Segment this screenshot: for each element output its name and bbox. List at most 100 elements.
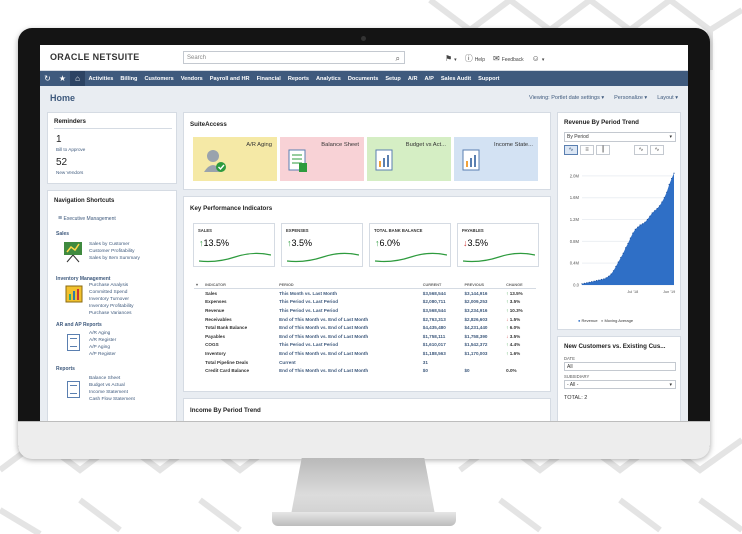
revenue-point[interactable] bbox=[668, 184, 670, 186]
revenue-point[interactable] bbox=[654, 210, 656, 212]
revenue-point[interactable] bbox=[581, 283, 583, 285]
kpi-cell-period[interactable]: End of This Month vs. End of Last Month bbox=[279, 316, 369, 322]
revenue-point[interactable] bbox=[671, 178, 673, 180]
kpi-card[interactable]: SALES ↑13.5% bbox=[193, 223, 275, 267]
nav-item-support[interactable]: Support bbox=[478, 75, 500, 82]
date-select[interactable]: All bbox=[564, 362, 676, 371]
bar-chart-button[interactable]: ┃ bbox=[596, 145, 610, 155]
kpi-card[interactable]: TOTAL BANK BALANCE ↑6.0% bbox=[369, 223, 451, 267]
inventory-link[interactable]: Inventory Turnover bbox=[89, 297, 129, 302]
kpi-cell-current[interactable]: $1,188,563 bbox=[422, 350, 446, 356]
kpi-cell-previous[interactable] bbox=[462, 358, 504, 367]
kpi-cell-previous[interactable]: $3,144,916 bbox=[464, 290, 488, 296]
revenue-point[interactable] bbox=[646, 218, 648, 221]
period-select[interactable]: By Period ▾ bbox=[564, 132, 676, 142]
trend-toggle-button[interactable]: ∿ bbox=[634, 145, 648, 155]
kpi-cell-current[interactable]: $0 bbox=[422, 368, 428, 374]
nav-item-billing[interactable]: Billing bbox=[120, 75, 138, 82]
revenue-point[interactable] bbox=[639, 224, 641, 226]
executive-management-link[interactable]: ≡ Executive Management bbox=[58, 215, 116, 222]
revenue-point[interactable] bbox=[612, 270, 615, 272]
kpi-cell-period[interactable]: End of This Month vs. End of Last Month bbox=[279, 368, 369, 374]
revenue-point[interactable] bbox=[658, 205, 661, 207]
revenue-point[interactable] bbox=[600, 278, 602, 281]
nav-item-customers[interactable]: Customers bbox=[144, 75, 174, 82]
revenue-point[interactable] bbox=[666, 191, 668, 193]
sales-link[interactable]: Sales by Customer bbox=[89, 242, 130, 247]
line-chart-button[interactable]: ≡ bbox=[580, 145, 594, 155]
revenue-point[interactable] bbox=[617, 261, 619, 263]
kpi-table-row[interactable]: COGS This Period vs. Last Period $1,610,01… bbox=[194, 341, 536, 350]
kpi-cell-previous[interactable]: $4,231,440 bbox=[464, 325, 488, 331]
personalize-dropdown[interactable]: Personalize ▾ bbox=[614, 95, 648, 101]
kpi-table-row[interactable]: Inventory End of This Month vs. End of La… bbox=[194, 349, 536, 358]
ar-ap-link[interactable]: A/P Aging bbox=[89, 345, 110, 350]
reminder-label[interactable]: Bill to Approve bbox=[56, 147, 86, 152]
nav-item-financial[interactable]: Financial bbox=[256, 75, 281, 82]
help-link[interactable]: ⓘ Help bbox=[464, 54, 485, 63]
layout-dropdown[interactable]: Layout ▾ bbox=[657, 95, 678, 101]
revenue-point[interactable] bbox=[610, 273, 612, 275]
sales-link[interactable]: Sales by Item Summary bbox=[89, 256, 140, 261]
revenue-point[interactable] bbox=[583, 282, 585, 284]
revenue-point[interactable] bbox=[629, 237, 631, 239]
tile-income-statement[interactable]: Income State... bbox=[454, 137, 538, 181]
revenue-point[interactable] bbox=[651, 212, 653, 214]
kpi-cell-current[interactable]: $4,435,480 bbox=[422, 325, 446, 331]
nav-item-vendors[interactable]: Vendors bbox=[180, 75, 203, 82]
global-search-input[interactable]: Search ⌕ bbox=[183, 51, 405, 64]
nav-item-analytics[interactable]: Analytics bbox=[315, 75, 341, 82]
trend-options-button[interactable]: ∿ bbox=[650, 145, 664, 155]
nav-item-setup[interactable]: Setup bbox=[385, 75, 401, 82]
kpi-cell-period[interactable]: This Period vs. Last Period bbox=[279, 299, 339, 305]
revenue-point[interactable] bbox=[673, 172, 675, 174]
reminder-label[interactable]: New Vendors bbox=[56, 170, 84, 175]
revenue-point[interactable] bbox=[622, 252, 624, 254]
revenue-point[interactable] bbox=[595, 280, 598, 282]
reports-link[interactable]: Income Statement bbox=[89, 390, 128, 395]
kpi-cell-period[interactable]: This Period vs. Last Period bbox=[279, 342, 339, 348]
tile-budget-vs-actual[interactable]: Budget vs Act... bbox=[367, 137, 451, 181]
kpi-table-row[interactable]: Revenue This Period vs. Last Period $3,568… bbox=[194, 306, 536, 315]
favorites-star-icon[interactable]: ★ bbox=[58, 74, 67, 83]
kpi-cell-period[interactable]: Current bbox=[279, 359, 296, 365]
kpi-table-row[interactable]: Credit Card Balance End of This Month vs.… bbox=[194, 366, 536, 375]
recent-icon[interactable]: ↻ bbox=[44, 74, 51, 83]
revenue-point[interactable] bbox=[656, 208, 658, 210]
tile-balance-sheet[interactable]: Balance Sheet bbox=[280, 137, 364, 181]
kpi-cell-previous[interactable]: $1,542,372 bbox=[464, 342, 488, 348]
revenue-point[interactable] bbox=[663, 197, 665, 199]
revenue-point[interactable] bbox=[588, 281, 590, 283]
subsidiary-select[interactable]: - All - ▾ bbox=[564, 380, 676, 389]
ar-ap-link[interactable]: A/R Aging bbox=[89, 331, 111, 336]
kpi-table-row[interactable]: Expenses This Period vs. Last Period $2,08… bbox=[194, 298, 536, 307]
kpi-cell-period[interactable]: This Period vs. Last Period bbox=[279, 307, 339, 313]
netsuite-logo[interactable]: ORACLE NETSUITE bbox=[50, 52, 140, 62]
search-icon[interactable]: ⌕ bbox=[395, 54, 400, 63]
kpi-column-header[interactable]: INDICATOR bbox=[203, 281, 278, 289]
reports-link[interactable]: Cash Flow Statement bbox=[89, 397, 135, 402]
kpi-cell-current[interactable]: $3,568,544 bbox=[422, 307, 446, 313]
revenue-point[interactable] bbox=[615, 265, 617, 268]
viewing-dropdown[interactable]: Viewing: Portlet date settings ▾ bbox=[529, 95, 605, 101]
kpi-column-header[interactable]: CHANGE bbox=[504, 281, 536, 289]
kpi-cell-current[interactable]: $2,763,313 bbox=[422, 316, 446, 322]
kpi-table-row[interactable]: Receivables End of This Month vs. End of … bbox=[194, 315, 536, 324]
kpi-cell-previous[interactable]: $2,009,253 bbox=[464, 299, 488, 305]
revenue-point[interactable] bbox=[608, 275, 610, 277]
kpi-cell-previous[interactable]: $1,170,003 bbox=[464, 350, 488, 356]
kpi-cell-current[interactable]: $1,610,017 bbox=[422, 342, 446, 348]
revenue-point[interactable] bbox=[627, 242, 629, 245]
recent-records-icon[interactable]: ⚑ ▾ bbox=[445, 54, 457, 63]
kpi-column-header[interactable]: PREVIOUS bbox=[462, 281, 505, 289]
reminder-count[interactable]: 1 bbox=[56, 134, 62, 145]
kpi-table-row[interactable]: Total Pipeline Deals Current 31 bbox=[194, 358, 536, 367]
kpi-card[interactable]: PAYABLES ↓3.5% bbox=[457, 223, 539, 267]
revenue-point[interactable] bbox=[620, 257, 622, 259]
tile-ar-aging[interactable]: A/R Aging bbox=[193, 137, 277, 181]
nav-item-a-p[interactable]: A/P bbox=[424, 75, 434, 82]
inventory-link[interactable]: Purchase Variances bbox=[89, 311, 132, 316]
reports-link[interactable]: Balance Sheet bbox=[89, 376, 121, 381]
sales-link[interactable]: Customer Profitability bbox=[89, 249, 135, 254]
reports-link[interactable]: Budget vs Actual bbox=[89, 383, 125, 388]
